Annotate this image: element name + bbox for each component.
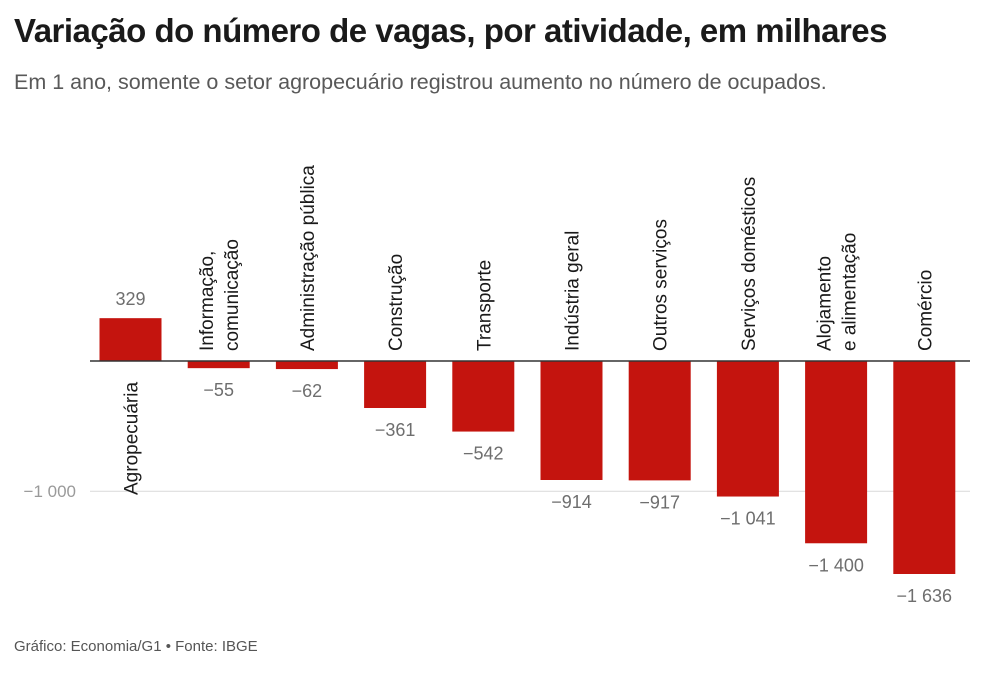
- bar: [540, 361, 603, 480]
- value-label: 329: [115, 289, 145, 309]
- bar: [275, 361, 338, 370]
- y-tick-label: −1 000: [24, 482, 76, 501]
- category-label: Serviços domésticos: [739, 177, 760, 351]
- category-label: Outros serviços: [651, 219, 672, 351]
- value-label: −917: [639, 492, 680, 512]
- value-label: −55: [203, 380, 234, 400]
- chart-subtitle: Em 1 ano, somente o setor agropecuário r…: [14, 70, 827, 94]
- value-label: −1 636: [897, 586, 953, 606]
- value-label: −542: [463, 444, 504, 464]
- category-label: Informação,: [197, 251, 218, 351]
- bar: [716, 361, 779, 497]
- category-label: comunicação: [222, 239, 243, 351]
- bar: [187, 361, 250, 369]
- category-label: Administração pública: [298, 165, 319, 351]
- value-label: −1 041: [720, 509, 776, 529]
- bar: [364, 361, 427, 409]
- category-label: Agropecuária: [122, 382, 143, 495]
- value-label: −914: [551, 492, 592, 512]
- value-label: −361: [375, 420, 416, 440]
- category-label: Comércio: [915, 270, 936, 351]
- bar: [893, 361, 956, 574]
- bar: [628, 361, 691, 481]
- category-label: Construção: [386, 254, 407, 351]
- bar: [805, 361, 868, 544]
- bar: [99, 318, 162, 361]
- source-credit: Gráfico: Economia/G1 • Fonte: IBGE: [14, 638, 258, 655]
- value-label: −1 400: [808, 555, 864, 575]
- category-label: Transporte: [474, 260, 495, 351]
- chart-title: Variação do número de vagas, por ativida…: [14, 12, 888, 49]
- bar: [452, 361, 515, 432]
- value-label: −62: [292, 381, 323, 401]
- category-label: Indústria geral: [563, 231, 584, 351]
- category-label: e alimentação: [840, 233, 861, 351]
- category-label: Alojamento: [815, 256, 836, 351]
